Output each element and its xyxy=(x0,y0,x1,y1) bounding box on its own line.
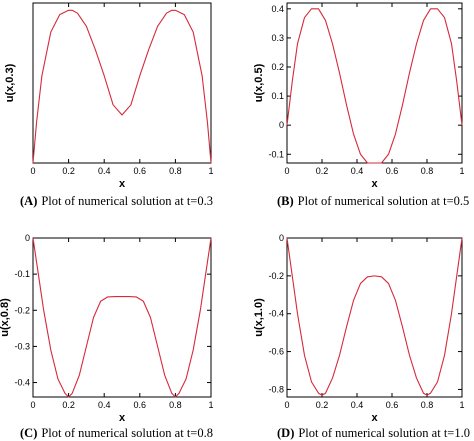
x-tick-label: 0.4 xyxy=(98,400,111,410)
panel-caption: (D) Plot of numerical solution at t=1.0 xyxy=(277,426,470,440)
x-tick-label: 1 xyxy=(459,166,464,176)
x-axis-label: x xyxy=(119,178,126,190)
panel-caption: (C) Plot of numerical solution at t=0.8 xyxy=(20,426,213,440)
y-tick-label: -0.4 xyxy=(268,309,284,319)
plot-frame xyxy=(286,237,463,398)
x-axis-label: x xyxy=(371,178,378,190)
y-tick-label: 0 xyxy=(25,233,30,243)
series-line-1 xyxy=(286,8,463,164)
x-tick-label: 0.6 xyxy=(386,400,399,410)
caption-text: Plot of numerical solution at t=0.3 xyxy=(41,194,213,208)
x-tick-label: 0.6 xyxy=(134,166,147,176)
x-axis-label: x xyxy=(119,412,126,424)
y-tick-label: 0.1 xyxy=(271,91,284,101)
plot-frame xyxy=(286,2,463,164)
y-axis-label: u(x,0.3) xyxy=(4,63,16,102)
x-tick-label: 1 xyxy=(208,400,213,410)
x-tick-label: 0.2 xyxy=(62,166,75,176)
x-tick-label: 0.6 xyxy=(386,166,399,176)
x-axis-label: x xyxy=(371,412,378,424)
x-tick-label: 0 xyxy=(30,166,35,176)
x-tick-label: 1 xyxy=(459,400,464,410)
series-line-1 xyxy=(32,9,212,164)
y-tick-label: 0.2 xyxy=(271,62,284,72)
x-tick-label: 0.8 xyxy=(421,400,434,410)
chart-panel-1: 0 0.2 0.4 0.6 0.8 1 x u(x,0.3) (A) Plot of numeri… xyxy=(4,2,214,208)
x-tick-label: 0.8 xyxy=(169,400,182,410)
x-tick-label: 0.2 xyxy=(62,400,75,410)
x-tick-label: 0 xyxy=(284,400,289,410)
y-tick-label: -0.4 xyxy=(14,378,30,388)
caption-text: Plot of numerical solution at t=0.5 xyxy=(298,194,470,208)
x-tick-label: 0.4 xyxy=(98,166,111,176)
y-tick-label: -0.3 xyxy=(14,341,30,351)
x-tick-label: 0.8 xyxy=(421,166,434,176)
panel-caption: (B) Plot of numerical solution at t=0.5 xyxy=(277,194,469,208)
x-tick-label: 0.6 xyxy=(134,400,147,410)
y-tick-label: -0.1 xyxy=(14,269,30,279)
y-tick-label: -0.2 xyxy=(268,271,284,281)
x-tick-label: 0.2 xyxy=(316,166,329,176)
chart-panel-3: 0 0.2 0.4 0.6 0.8 1 -0.4 -0.3 -0.2 -0.1 0 x u(x,0.8)… xyxy=(0,233,214,440)
panel-label: (B) xyxy=(277,194,294,208)
y-axis-label: u(x,0.5) xyxy=(253,63,265,102)
y-tick-label: 0.3 xyxy=(271,33,284,43)
panel-label: (D) xyxy=(277,426,294,440)
y-tick-label: 0 xyxy=(279,233,284,243)
panel-label: (C) xyxy=(20,426,37,440)
caption-text: Plot of numerical solution at t=0.8 xyxy=(41,426,213,440)
panel-caption: (A) Plot of numerical solution at t=0.3 xyxy=(20,194,213,208)
y-tick-label: 0.4 xyxy=(271,4,284,14)
y-tick-label: -0.2 xyxy=(14,305,30,315)
y-tick-label: -0.6 xyxy=(268,347,284,357)
chart-panel-4: 0 0.2 0.4 0.6 0.8 1 -0.8 -0.6 -0.4 -0.2 0 x u(x,1.0)… xyxy=(253,233,470,440)
y-tick-label: -0.1 xyxy=(268,149,284,159)
plot-frame xyxy=(32,237,212,398)
x-tick-label: 0.2 xyxy=(316,400,329,410)
x-tick-label: 0 xyxy=(30,400,35,410)
plot-frame xyxy=(32,2,212,164)
y-tick-label: 0 xyxy=(279,120,284,130)
x-tick-label: 0 xyxy=(284,166,289,176)
y-tick-label: -0.8 xyxy=(268,384,284,394)
series-line-1 xyxy=(286,237,463,396)
x-tick-label: 0.4 xyxy=(351,166,364,176)
x-tick-label: 0.8 xyxy=(169,166,182,176)
y-axis-label: u(x,1.0) xyxy=(253,298,265,337)
chart-panel-2: 0 0.2 0.4 0.6 0.8 1-0.100.10.20.30.4xu(x,0.5)… xyxy=(253,2,469,208)
caption-text: Plot of numerical solution at t=1.0 xyxy=(298,426,470,440)
x-tick-label: 1 xyxy=(208,166,213,176)
panel-label: (A) xyxy=(20,194,37,208)
y-axis-label: u(x,0.8) xyxy=(0,298,11,337)
series-line-1 xyxy=(32,237,212,398)
x-tick-label: 0.4 xyxy=(351,400,364,410)
